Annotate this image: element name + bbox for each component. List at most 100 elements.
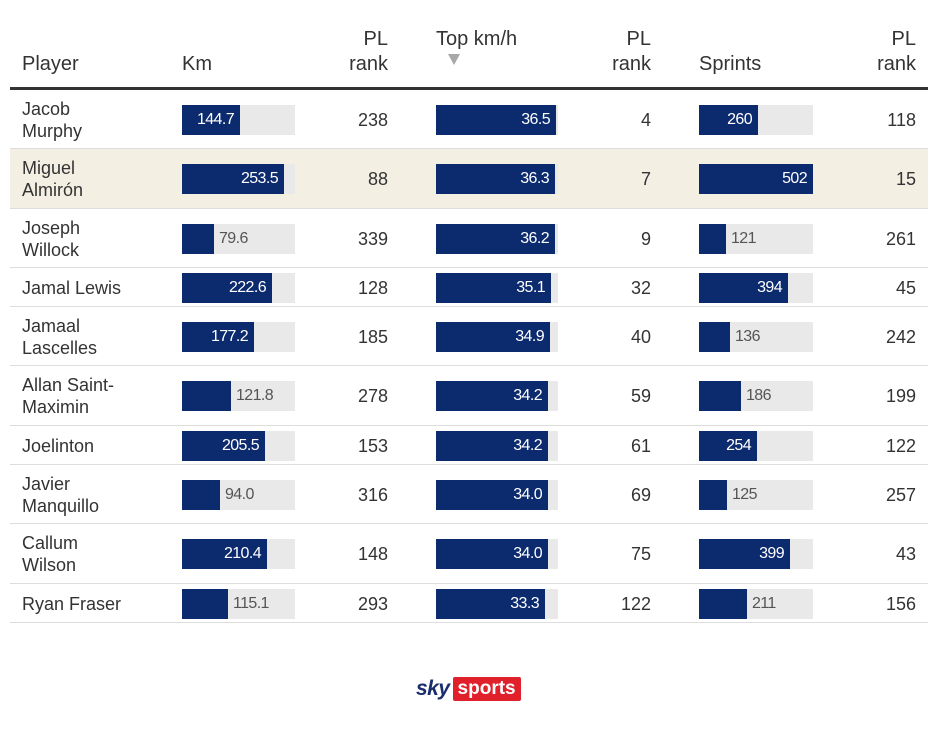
sprints-rank: 199 <box>885 386 916 406</box>
top-speed-bar: 34.2 <box>436 381 558 411</box>
header-km[interactable]: Km <box>182 53 212 75</box>
sprints-value: 260 <box>727 111 753 128</box>
sort-descending-icon[interactable] <box>448 54 460 65</box>
player-name-line: Manquillo <box>22 496 100 516</box>
table-row[interactable]: Jamaal Lascelles 177.2 185 34.9 40 136 242 <box>10 307 928 366</box>
km-rank: 293 <box>357 594 388 614</box>
top-speed-value: 35.1 <box>516 279 545 296</box>
logo-sports-text: sports <box>452 677 521 701</box>
km-rank: 148 <box>357 544 388 564</box>
player-name: Joelinton <box>22 435 172 457</box>
sprints-value: 186 <box>746 387 772 404</box>
player-name: Ryan Fraser <box>22 593 172 615</box>
player-name-line: Allan Saint- <box>22 375 115 395</box>
sprints-bar-fill <box>699 480 727 510</box>
sprints-bar: 136 <box>699 322 813 352</box>
player-name-line: Almirón <box>22 180 84 200</box>
sprints-bar-fill <box>699 381 741 411</box>
km-bar-fill <box>182 381 231 411</box>
table-body: Jacob Murphy 144.7 238 36.5 4 260 118 Miguel Almi… <box>10 90 928 623</box>
player-name: Joseph Willock <box>22 217 172 261</box>
header-top-speed-rank[interactable]: PL rank <box>591 27 651 77</box>
header-top-speed[interactable]: Top km/h <box>436 28 518 50</box>
km-bar-fill <box>182 589 228 619</box>
sprints-rank: 261 <box>885 229 916 249</box>
sprints-bar-fill <box>699 164 813 194</box>
top-speed-rank: 4 <box>640 110 651 130</box>
km-value: 253.5 <box>240 170 279 187</box>
player-name: Jamaal Lascelles <box>22 315 172 359</box>
km-bar-fill <box>182 224 214 254</box>
sprints-bar-fill <box>699 105 758 135</box>
sprints-bar: 211 <box>699 589 813 619</box>
top-speed-bar: 33.3 <box>436 589 558 619</box>
table-row[interactable]: Jamal Lewis 222.6 128 35.1 32 394 45 <box>10 268 928 307</box>
table-row[interactable]: Jacob Murphy 144.7 238 36.5 4 260 118 <box>10 90 928 149</box>
top-speed-bar: 36.2 <box>436 224 558 254</box>
table-row[interactable]: Joelinton 205.5 153 34.2 61 254 122 <box>10 426 928 465</box>
km-value: 94.0 <box>225 486 254 503</box>
player-name-line: Wilson <box>22 555 77 575</box>
km-bar: 94.0 <box>182 480 295 510</box>
top-speed-value: 34.2 <box>513 437 542 454</box>
km-value: 210.4 <box>223 545 262 562</box>
header-player[interactable]: Player <box>22 53 79 75</box>
sprints-value: 121 <box>731 230 757 247</box>
sprints-value: 399 <box>759 545 785 562</box>
player-name-line: Maximin <box>22 397 90 417</box>
player-name-line: Joseph <box>22 218 81 238</box>
sprints-value: 254 <box>726 437 752 454</box>
player-name: Callum Wilson <box>22 532 172 576</box>
sprints-value: 136 <box>735 328 761 345</box>
sprints-bar-fill <box>699 224 726 254</box>
player-name-line: Lascelles <box>22 338 98 358</box>
km-value: 121.8 <box>236 387 274 404</box>
top-speed-value: 34.0 <box>513 545 542 562</box>
km-bar: 253.5 <box>182 164 295 194</box>
sprints-bar-fill <box>699 431 757 461</box>
top-speed-value: 34.0 <box>513 486 542 503</box>
top-speed-value: 36.2 <box>520 230 549 247</box>
km-value: 177.2 <box>210 328 249 345</box>
sprints-bar-fill <box>699 589 747 619</box>
top-speed-bar-fill <box>436 431 548 461</box>
km-value: 79.6 <box>219 230 248 247</box>
table-row[interactable]: Miguel Almirón 253.5 88 36.3 7 502 15 <box>10 149 928 209</box>
table-row[interactable]: Joseph Willock 79.6 339 36.2 9 121 261 <box>10 209 928 268</box>
sprints-bar: 394 <box>699 273 813 303</box>
sprints-bar: 502 <box>699 164 813 194</box>
header-sprints-rank[interactable]: PL rank <box>856 27 916 77</box>
top-speed-rank: 61 <box>630 436 651 456</box>
sprints-rank: 242 <box>885 327 916 347</box>
player-name-line: Javier <box>22 474 71 494</box>
top-speed-rank: 9 <box>640 229 651 249</box>
table-row[interactable]: Callum Wilson 210.4 148 34.0 75 399 43 <box>10 524 928 584</box>
top-speed-rank: 122 <box>620 594 651 614</box>
sprints-value: 211 <box>752 595 776 612</box>
top-speed-bar-fill <box>436 105 556 135</box>
sprints-rank: 15 <box>895 169 916 189</box>
km-bar: 222.6 <box>182 273 295 303</box>
km-bar: 115.1 <box>182 589 295 619</box>
player-name: Jamal Lewis <box>22 277 172 299</box>
km-bar-fill <box>182 273 272 303</box>
header-sprints[interactable]: Sprints <box>699 53 762 75</box>
top-speed-bar-fill <box>436 539 548 569</box>
sprints-value: 394 <box>757 279 783 296</box>
km-bar-fill <box>182 431 265 461</box>
top-speed-bar: 35.1 <box>436 273 558 303</box>
sprints-value: 502 <box>782 170 808 187</box>
table-row[interactable]: Ryan Fraser 115.1 293 33.3 122 211 156 <box>10 584 928 623</box>
table-row[interactable]: Javier Manquillo 94.0 316 34.0 69 125 257 <box>10 465 928 524</box>
km-rank: 185 <box>357 327 388 347</box>
top-speed-bar-fill <box>436 381 548 411</box>
km-rank: 128 <box>357 278 388 298</box>
top-speed-value: 36.5 <box>521 111 550 128</box>
player-name-line: Willock <box>22 240 79 260</box>
km-value: 222.6 <box>228 279 267 296</box>
top-speed-bar-fill <box>436 164 555 194</box>
table-row[interactable]: Allan Saint- Maximin 121.8 278 34.2 59 186 199 <box>10 366 928 426</box>
player-name-line: Jamal Lewis <box>22 278 122 298</box>
header-km-rank[interactable]: PL rank <box>328 27 388 77</box>
km-bar-fill <box>182 480 220 510</box>
